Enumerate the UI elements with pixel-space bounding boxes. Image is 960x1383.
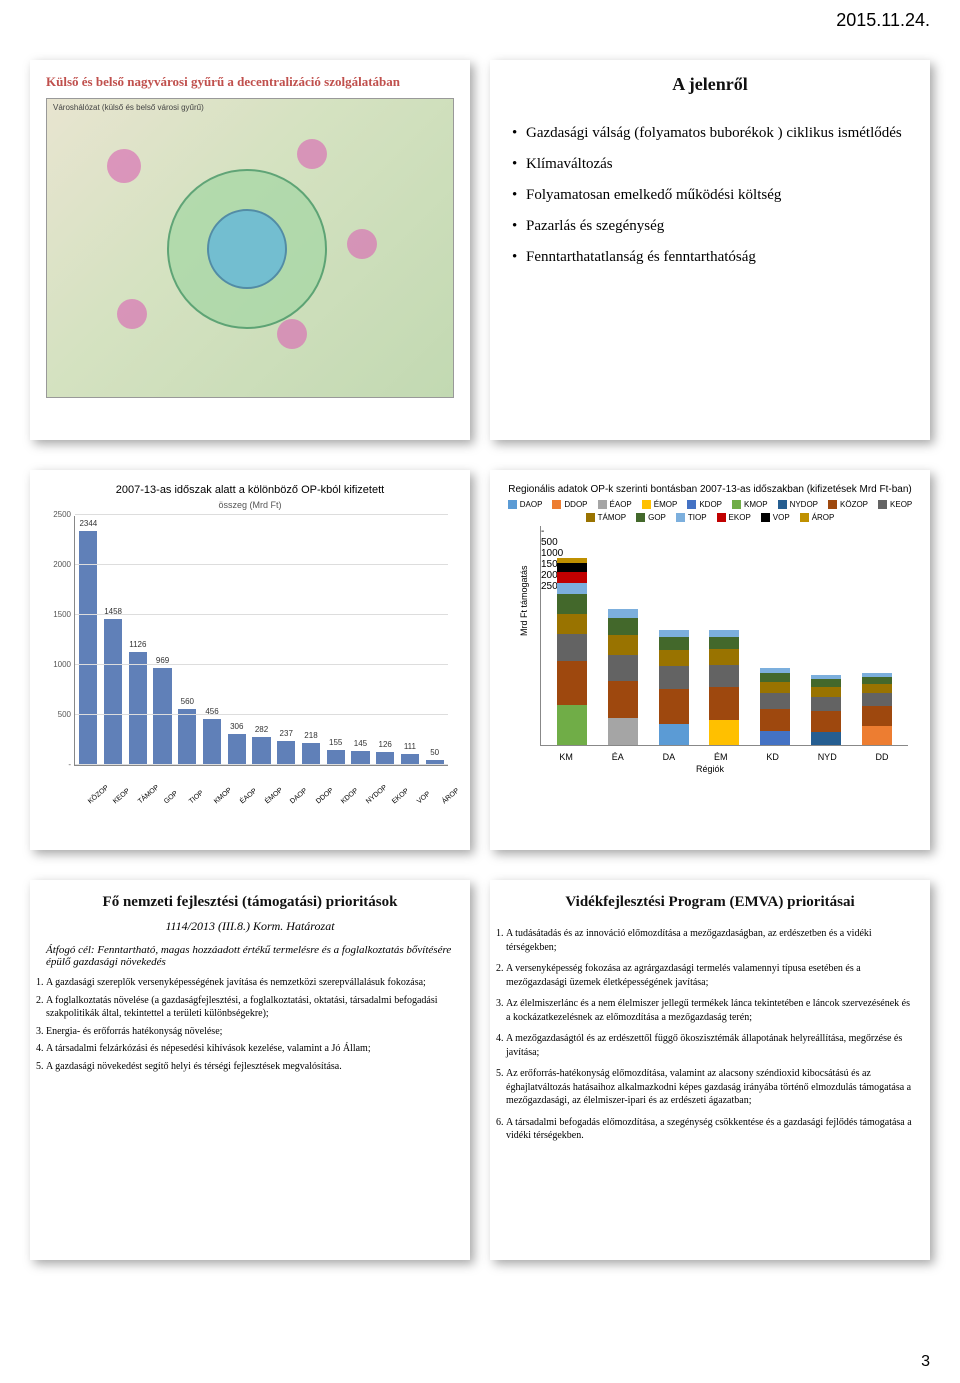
slide2-item: Fenntarthatatlanság és fenntarthatóság [512,249,914,266]
slide-bar-chart: 2007-13-as időszak alatt a kölönböző OP-… [30,470,470,850]
stacked-ylabel: Mrd Ft támogatás [519,565,529,636]
slide-bullets: A jelenről Gazdasági válság (folyamatos … [490,60,930,440]
page-date: 2015.11.24. [836,10,930,31]
slide5-list: A gazdasági szereplők versenyképességéne… [46,976,454,1073]
slide6-list: A tudásátadás és az innováció előmozdítá… [506,927,914,1143]
slide5-title: Fő nemzeti fejlesztési (támogatási) prio… [46,894,454,911]
slide-priorities: Fő nemzeti fejlesztési (támogatási) prio… [30,880,470,1260]
stacked-chart-area: Mrd Ft támogatás -5001000150020002500 [540,526,908,746]
slide2-item: Gazdasági válság (folyamatos buborékok )… [512,125,914,142]
slide6-item: A mezőgazdaságtól és az erdészettől függ… [506,1032,914,1059]
slide2-list: Gazdasági válság (folyamatos buborékok )… [506,125,914,266]
slide5-item: Energia- és erőforrás hatékonyság növelé… [46,1025,454,1039]
page-number: 3 [921,1353,930,1371]
slide5-item: A gazdasági szereplők versenyképességéne… [46,976,454,990]
slide5-lead: Átfogó cél: Fenntartható, magas hozzáado… [46,944,454,968]
slide5-subtitle: 1114/2013 (III.8.) Korm. Határozat [46,919,454,934]
slide6-item: Az élelmiszerlánc és a nem élelmiszer je… [506,997,914,1024]
slide5-item: A gazdasági növekedést segítő helyi és t… [46,1060,454,1074]
stack-cols [541,526,908,745]
slide6-title: Vidékfejlesztési Program (EMVA) prioritá… [506,894,914,911]
slide-stacked-chart: Regionális adatok OP-k szerinti bontásba… [490,470,930,850]
slide5-item: A foglalkoztatás növelése (a gazdaságfej… [46,994,454,1021]
slide2-item: Klímaváltozás [512,156,914,173]
bar-xlabels: KÖZOPKEOPTÁMOPGOPTIOPKMOPÉAOPÉMOPDAOPDDO… [74,796,454,826]
stacked-legend: DAOPDDOPÉAOPÉMOPKDOPKMOPNYDOPKÖZOPKEOPTÁ… [506,500,914,522]
bar-chart-area: 2344145811269695604563062822372181551451… [74,516,448,766]
slide3-title: 2007-13-as időszak alatt a kölönböző OP-… [46,484,454,496]
slide5-item: A társadalmi felzárkózási és népesedési … [46,1042,454,1056]
slide-map: Külső és belső nagyvárosi gyűrű a decent… [30,60,470,440]
slide2-item: Pazarlás és szegénység [512,218,914,235]
slide2-item: Folyamatosan emelkedő működési költség [512,187,914,204]
slides-grid: Külső és belső nagyvárosi gyűrű a decent… [30,60,930,1260]
map-caption: Városhálózat (külső és belső városi gyűr… [53,103,204,112]
slide6-item: A társadalmi befogadás előmozdítása, a s… [506,1116,914,1143]
slide6-item: A tudásátadás és az innováció előmozdítá… [506,927,914,954]
slide1-title: Külső és belső nagyvárosi gyűrű a decent… [46,74,454,90]
stacked-xlabels: KMÉADAÉMKDNYDDD [540,752,908,762]
slide4-title: Regionális adatok OP-k szerinti bontásba… [506,484,914,496]
slide6-item: Az erőforrás-hatékonyság előmozdítása, v… [506,1067,914,1108]
slide3-subtitle: összeg (Mrd Ft) [46,500,454,510]
bars-container: 2344145811269695604563062822372181551451… [75,516,448,765]
slide-emva: Vidékfejlesztési Program (EMVA) prioritá… [490,880,930,1260]
stacked-xlabel-title: Régiók [506,764,914,774]
map-placeholder: Városhálózat (külső és belső városi gyűr… [46,98,454,398]
slide6-item: A versenyképesség fokozása az agrárgazda… [506,962,914,989]
slide2-title: A jelenről [506,74,914,95]
